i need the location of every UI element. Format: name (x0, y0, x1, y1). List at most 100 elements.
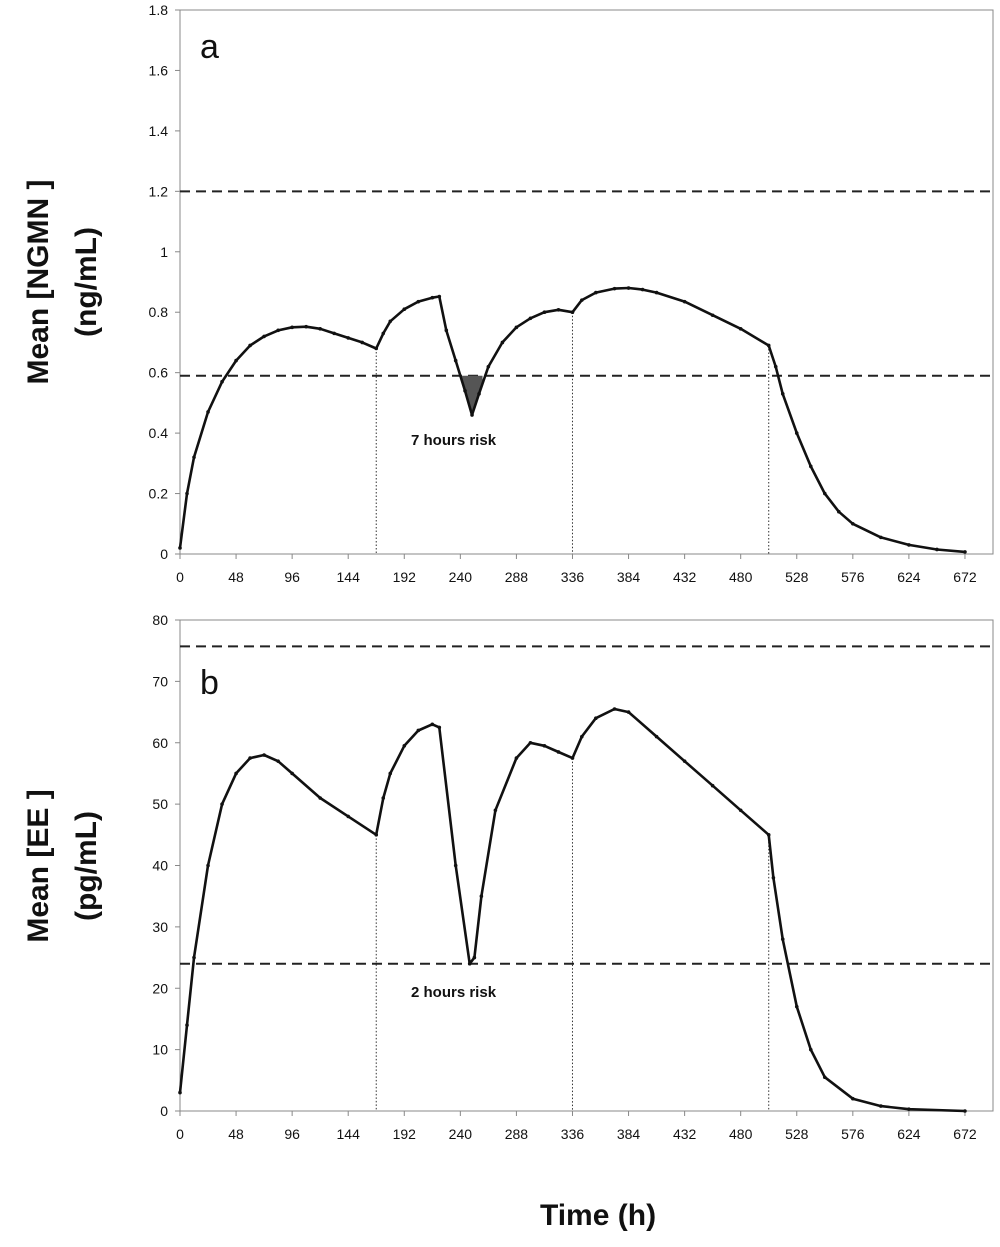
panel-b-data-point (738, 808, 743, 813)
panel-a-xtick-label: 480 (729, 569, 753, 585)
panel-b-ytick-label: 80 (152, 612, 168, 628)
panel-a-ytick-label: 1.6 (149, 62, 169, 78)
panel-a-data-point (206, 410, 210, 414)
panel-b-xtick-label: 144 (337, 1126, 361, 1142)
panel-a-ytick-label: 0.4 (149, 425, 169, 441)
panel-a-data-point (528, 316, 533, 321)
panel-a-xtick-label: 96 (284, 569, 300, 585)
panel-a-data-point (570, 310, 575, 315)
panel-b-ytick-label: 10 (152, 1042, 168, 1058)
panel-a-ytick-label: 1.4 (149, 123, 169, 139)
panel-a-ytick-label: 1.2 (149, 183, 169, 199)
panel-b-data-point (388, 771, 393, 776)
panel-b-data-point (580, 734, 584, 739)
panel-a-chart: a 7 hours risk Mean [NGMN ] (ng/mL) 0 0.2… (22, 2, 994, 585)
panel-a-data-point (837, 509, 841, 514)
panel-b-xtick-label: 96 (284, 1126, 300, 1142)
panel-a-xtick-label: 0 (176, 569, 184, 585)
panel-a-data-point (514, 325, 519, 330)
panel-a-data-point (248, 343, 252, 348)
panel-b-data-point (514, 756, 519, 760)
panel-a-letter: a (200, 28, 219, 66)
panel-a-data-point (437, 294, 442, 299)
panel-a-xtick-label: 432 (673, 569, 697, 585)
panel-a-ylabel-line2: (ng/mL) (70, 227, 103, 337)
panel-b-data-point (493, 808, 498, 813)
panel-b-data-point (594, 716, 598, 720)
panel-b-xtick-label: 384 (617, 1126, 641, 1142)
panel-a-xtick-label: 672 (953, 569, 977, 585)
panel-a-data-point (500, 340, 505, 345)
panel-b-xtick-label: 336 (561, 1126, 585, 1142)
panel-b-data-point (851, 1096, 855, 1101)
panel-a-data-point (963, 550, 967, 554)
panel-a-data-point (738, 327, 743, 331)
panel-a-data-point (262, 334, 266, 339)
panel-b-data-point (771, 875, 776, 880)
panel-b-data-point (467, 961, 472, 966)
panel-b-plot-frame (179, 619, 994, 1112)
panel-a-data-point (879, 535, 883, 540)
panel-b-data-point (528, 740, 533, 745)
panel-a-data-point (808, 464, 813, 469)
panel-a-data-point (612, 286, 617, 291)
panel-a-data-point (851, 521, 855, 526)
panel-b-data-point (808, 1047, 813, 1052)
panel-b-xtick-label: 528 (785, 1126, 809, 1142)
panel-a-ytick-label: 0.8 (149, 304, 169, 320)
panel-a-data-point (640, 287, 645, 292)
panel-b-ytick-label: 70 (152, 673, 168, 689)
panel-b-data-point (612, 707, 617, 711)
panel-a-xtick-label: 288 (505, 569, 529, 585)
panel-b-ylabel: Mean [EE ] (pg/mL) (22, 789, 103, 942)
panel-a-data-point (794, 431, 799, 435)
panel-b-ytick-label: 40 (152, 858, 168, 874)
panel-a-risk-region (459, 375, 483, 415)
panel-b-data-point (626, 710, 631, 714)
panel-a-data-point (682, 299, 687, 304)
panel-a-risk-annotation: 7 hours risk (411, 432, 497, 449)
panel-a-data-point (486, 364, 491, 369)
panel-b-xtick-label: 192 (393, 1126, 417, 1142)
panel-a-plot-frame (179, 9, 994, 555)
panel-b-ytick-label: 20 (152, 980, 168, 996)
panel-a-data-point (290, 325, 294, 330)
panel-b-xtick-label: 624 (897, 1126, 921, 1142)
panel-a-data-point (178, 546, 182, 550)
panel-a-data-point (192, 455, 196, 460)
panel-b-chart: b 2 hours risk Mean [EE ] (pg/mL) 0 10 20 3… (22, 612, 994, 1142)
panel-a-data-point (580, 298, 584, 302)
panel-a-xtick-label: 48 (228, 569, 244, 585)
panel-a-data-point (477, 392, 481, 396)
panel-b-xtick-label: 576 (841, 1126, 865, 1142)
panel-b-data-point (192, 955, 196, 960)
panel-a-xtick-label: 144 (337, 569, 361, 585)
panel-b-data-point (654, 734, 659, 739)
panel-b-data-point (542, 744, 547, 748)
panel-b-data-point (780, 937, 785, 941)
panel-a-xtick-label: 528 (785, 569, 809, 585)
panel-b-xtick-label: 480 (729, 1126, 753, 1142)
panel-a-data-point (470, 413, 474, 417)
panel-b-data-point (416, 728, 421, 733)
panel-b-data-point (185, 1023, 189, 1027)
panel-b-data-point (374, 833, 379, 837)
panel-b-letter: b (200, 664, 219, 702)
panel-a-xtick-label: 384 (617, 569, 641, 585)
panel-b-ytick-label: 30 (152, 919, 168, 935)
panel-a-data-point (360, 340, 365, 345)
panel-b-data-point (381, 796, 386, 800)
panel-a-data-point (556, 308, 561, 312)
panel-b-data-point (402, 744, 407, 748)
panel-a-data-point (710, 313, 715, 318)
panel-b-data-point (794, 1004, 799, 1009)
panel-a-ytick-label: 1 (160, 244, 168, 260)
panel-b-data-point (430, 722, 435, 727)
panel-a-data-point (381, 331, 386, 336)
panel-b-data-point (710, 783, 715, 788)
panel-b-ylabel-line1: Mean [EE ] (22, 789, 55, 942)
panel-a-data-point (654, 290, 659, 295)
panel-b-data-point (879, 1104, 883, 1108)
panel-b-data-point (556, 750, 561, 754)
